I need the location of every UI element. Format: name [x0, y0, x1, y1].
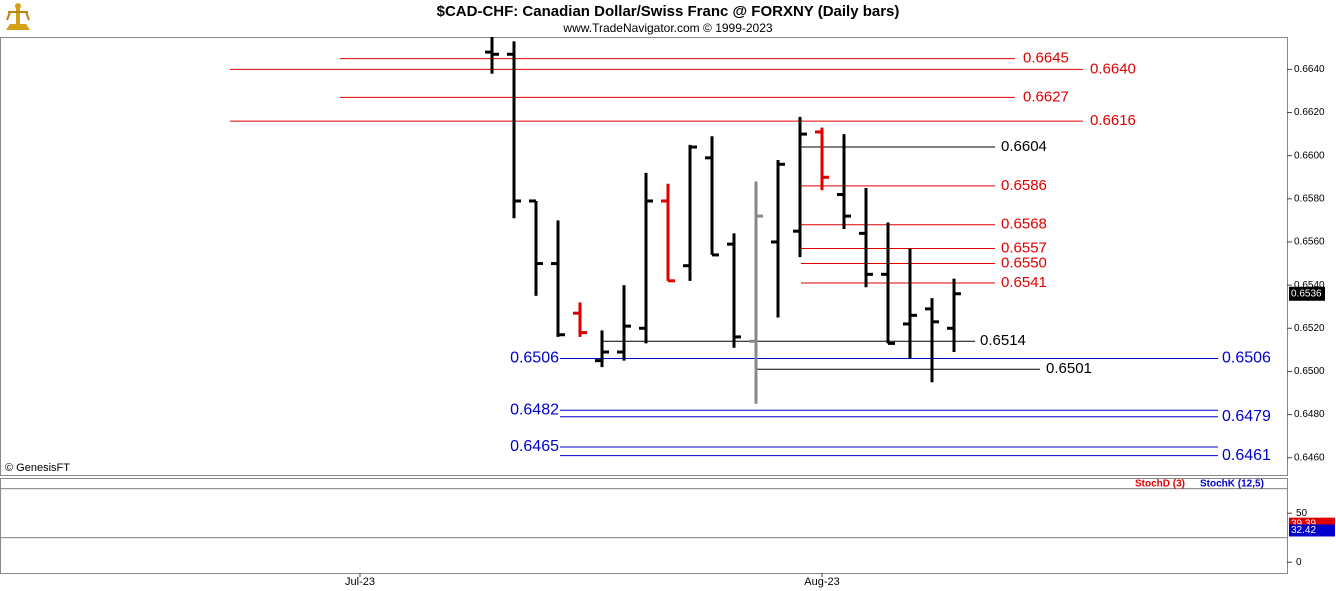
level-label: 0.6616 — [1090, 112, 1136, 129]
y-tick-label: 0.6540 — [1294, 280, 1325, 291]
y-tick-label: 0.6460 — [1294, 452, 1325, 463]
y-tick-label: 50 — [1296, 508, 1308, 519]
level-label: 0.6541 — [1001, 274, 1047, 291]
y-tick-label: 0.6640 — [1294, 64, 1325, 75]
level-label: 0.6557 — [1001, 239, 1047, 256]
y-tick-label: 0 — [1296, 557, 1302, 568]
chart-title: $CAD-CHF: Canadian Dollar/Swiss Franc @ … — [437, 3, 900, 20]
legend-entry: StochD (3) — [1135, 479, 1185, 490]
level-label: 0.6506 — [510, 350, 559, 367]
last-price-box — [1289, 286, 1325, 301]
y-tick-label: 0.6600 — [1294, 150, 1325, 161]
y-tick-label: 0.6560 — [1294, 237, 1325, 248]
y-tick-label: 0.6580 — [1294, 193, 1325, 204]
level-label: 0.6465 — [510, 438, 559, 455]
y-tick-label: 0.6620 — [1294, 107, 1325, 118]
level-label: 0.6550 — [1001, 255, 1047, 272]
level-label: 0.6586 — [1001, 177, 1047, 194]
x-tick-label: Aug-23 — [804, 576, 839, 588]
level-label: 0.6627 — [1023, 88, 1069, 105]
level-label: 0.6640 — [1090, 60, 1136, 77]
y-tick-label: 0.6500 — [1294, 366, 1325, 377]
level-label: 0.6514 — [980, 332, 1026, 349]
last-price: 0.6536 — [1291, 288, 1322, 299]
level-label: 0.6506 — [1222, 350, 1271, 367]
price-panel — [0, 37, 1288, 476]
level-label: 0.6645 — [1023, 50, 1069, 67]
last-value: 32.42 — [1291, 525, 1316, 536]
x-tick-label: Jul-23 — [345, 576, 375, 588]
level-label: 0.6568 — [1001, 216, 1047, 233]
y-tick-label: 0.6520 — [1294, 323, 1325, 334]
level-label: 0.6461 — [1222, 447, 1271, 464]
level-label: 0.6479 — [1222, 408, 1271, 425]
watermark: © GenesisFT — [5, 462, 70, 474]
last-value: 39.39 — [1291, 518, 1316, 529]
y-tick-label: 0.6480 — [1294, 409, 1325, 420]
level-label: 0.6604 — [1001, 138, 1047, 155]
legend-entry: StochK (12,5) — [1200, 479, 1264, 490]
stoch-panel — [0, 478, 1288, 574]
level-label: 0.6501 — [1046, 360, 1092, 377]
last-value-box — [1289, 524, 1335, 537]
logo — [6, 3, 30, 30]
chart-subtitle: www.TradeNavigator.com © 1999-2023 — [562, 21, 772, 35]
level-label: 0.6482 — [510, 401, 559, 418]
